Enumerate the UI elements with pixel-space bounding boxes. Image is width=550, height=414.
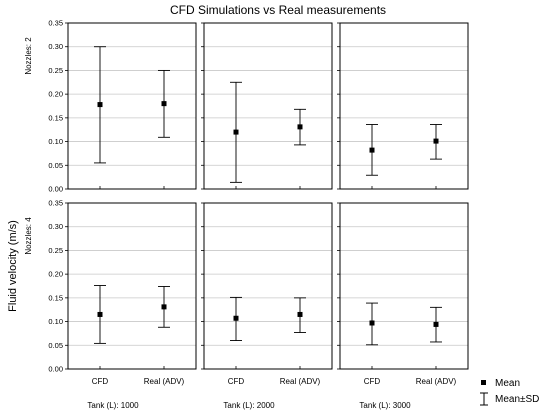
panel-frame (339, 22, 469, 190)
y-tick-label: 0.00 (48, 185, 63, 194)
mean-marker (369, 147, 375, 153)
legend: Mean Mean±SD (480, 378, 539, 406)
y-tick-label: 0.35 (48, 19, 63, 28)
legend-mean-label: Mean (495, 378, 520, 389)
chart-title: CFD Simulations vs Real measurements (170, 3, 386, 17)
mean-marker (97, 311, 103, 317)
mean-marker (161, 101, 167, 107)
panel-0-2 (337, 22, 469, 190)
legend-sd-marker (480, 392, 488, 406)
panel-frame (203, 22, 333, 190)
mean-marker (297, 124, 303, 130)
column-label: Tank (L): 1000 (87, 401, 139, 410)
mean-marker (97, 102, 103, 108)
mean-marker (433, 138, 439, 144)
category-label: CFD (92, 377, 109, 386)
y-tick-label: 0.10 (48, 317, 63, 326)
panel-frame (339, 202, 469, 370)
mean-marker (233, 315, 239, 321)
y-tick-label: 0.05 (48, 161, 63, 170)
y-tick-label: 0.00 (48, 365, 63, 374)
panel-0-1 (201, 22, 333, 190)
panel-grid: 0.00 0.05 0.10 0.15 0.20 0.25 0.30 0.35 0.00 0.05… (24, 19, 469, 410)
y-tick-label: 0.30 (48, 42, 63, 51)
column-label: Tank (L): 2000 (223, 401, 275, 410)
category-label: CFD (228, 377, 245, 386)
y-tick-label: 0.15 (48, 113, 63, 122)
legend-mean-marker (481, 380, 486, 385)
y-tick-label: 0.20 (48, 270, 63, 279)
row-label: Nozzles: 2 (24, 37, 33, 75)
panel-frame (203, 202, 333, 370)
mean-marker (297, 311, 303, 317)
panel-0-0: 0.00 0.05 0.10 0.15 0.20 0.25 0.30 0.35 (48, 19, 197, 194)
legend-sd-label: Mean±SD (495, 394, 539, 405)
column-label: Tank (L): 3000 (359, 401, 411, 410)
panel-1-0: 0.00 0.05 0.10 0.15 0.20 0.25 0.30 0.35 (48, 199, 197, 374)
y-tick-label: 0.10 (48, 137, 63, 146)
panel-frame (67, 202, 197, 370)
category-label: Real (ADV) (416, 377, 457, 386)
y-tick-label: 0.20 (48, 90, 63, 99)
y-tick-label: 0.25 (48, 66, 63, 75)
y-tick-label: 0.15 (48, 293, 63, 302)
y-tick-label: 0.35 (48, 199, 63, 208)
y-axis-label: Fluid velocity (m/s) (7, 220, 19, 312)
panel-1-2 (337, 202, 469, 370)
mean-marker (369, 320, 375, 326)
mean-marker (433, 321, 439, 327)
panel-frame (67, 22, 197, 190)
category-label: Real (ADV) (280, 377, 321, 386)
category-label: CFD (364, 377, 381, 386)
y-tick-label: 0.05 (48, 341, 63, 350)
row-label: Nozzles: 4 (24, 217, 33, 255)
y-tick-label: 0.30 (48, 222, 63, 231)
mean-marker (233, 129, 239, 135)
category-label: Real (ADV) (144, 377, 185, 386)
y-tick-label: 0.25 (48, 246, 63, 255)
mean-marker (161, 304, 167, 310)
panel-1-1 (201, 202, 333, 370)
